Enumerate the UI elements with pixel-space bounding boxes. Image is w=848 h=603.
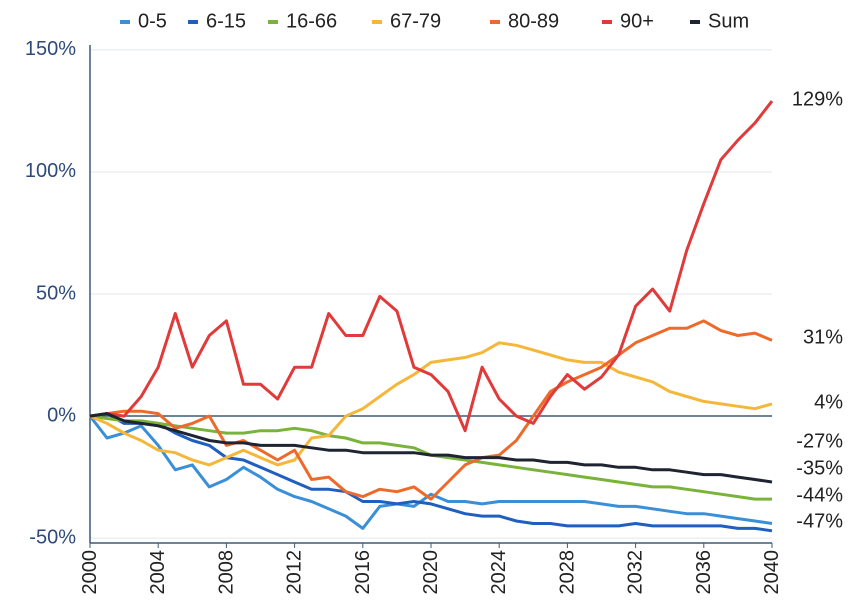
y-tick-label: 0% xyxy=(47,404,76,426)
annotation: -47% xyxy=(796,510,843,532)
y-tick-label: 100% xyxy=(25,160,76,182)
annotation: 129% xyxy=(792,88,843,110)
x-tick-label: 2024 xyxy=(488,550,510,595)
annotation: -44% xyxy=(796,484,843,506)
x-tick-label: 2012 xyxy=(284,550,306,595)
series-line xyxy=(89,414,772,501)
annotation: 4% xyxy=(814,391,843,413)
x-tick-label: 2040 xyxy=(761,550,783,595)
legend-label: 67-79 xyxy=(390,10,441,32)
y-tick-label: -50% xyxy=(29,526,76,548)
legend-label: 16-66 xyxy=(286,10,337,32)
series-line xyxy=(89,100,774,433)
annotation: -35% xyxy=(796,457,843,479)
x-tick-label: 2020 xyxy=(420,550,442,595)
legend-label: 0-5 xyxy=(138,10,167,32)
legend-label: Sum xyxy=(708,10,749,32)
annotation: -27% xyxy=(796,430,843,452)
x-tick-label: 2008 xyxy=(215,550,237,595)
legend-label: 90+ xyxy=(620,10,654,32)
series-line xyxy=(89,319,773,501)
x-tick-label: 2000 xyxy=(79,550,101,595)
legend-label: 6-15 xyxy=(206,10,246,32)
series-line xyxy=(89,412,773,484)
y-tick-label: 150% xyxy=(25,38,76,60)
series-line xyxy=(88,415,773,530)
x-tick-label: 2004 xyxy=(147,550,169,595)
x-tick-label: 2028 xyxy=(556,550,578,595)
legend-label: 80-89 xyxy=(508,10,559,32)
series-line xyxy=(89,341,773,467)
y-tick-label: 50% xyxy=(36,282,76,304)
series-line xyxy=(89,412,773,533)
annotation: 31% xyxy=(803,326,843,348)
x-tick-label: 2036 xyxy=(693,550,715,595)
x-tick-label: 2032 xyxy=(625,550,647,595)
x-tick-label: 2016 xyxy=(352,550,374,595)
